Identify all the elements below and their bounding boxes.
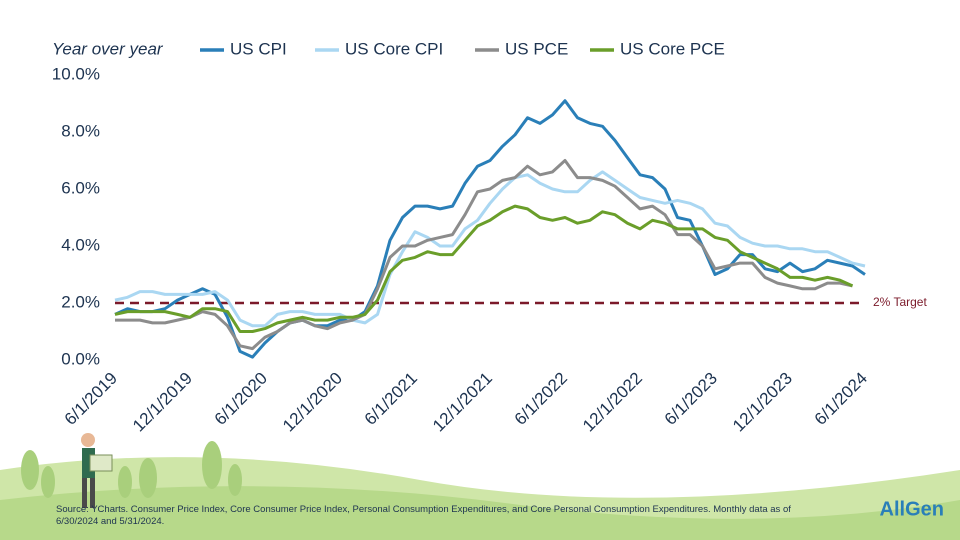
x-tick-label: 6/1/2020 (211, 369, 271, 429)
hiker (81, 433, 113, 508)
source-note: Source: YCharts. Consumer Price Index, C… (56, 504, 791, 527)
x-tick-label: 6/1/2023 (661, 369, 721, 429)
y-tick-label: 0.0% (61, 349, 100, 368)
y-tick-label: 4.0% (61, 235, 100, 254)
x-tick-label: 12/1/2020 (279, 369, 346, 436)
y-tick-label: 6.0% (61, 178, 100, 197)
legend-label: US Core CPI (345, 39, 443, 58)
series-line (114, 170, 866, 328)
y-tick-label: 10.0% (52, 64, 100, 83)
series-line (114, 204, 854, 333)
x-tick-label: 12/1/2019 (129, 369, 196, 436)
series-line (114, 99, 866, 359)
x-tick-label: 6/1/2022 (511, 369, 571, 429)
hill-front (0, 486, 960, 540)
x-tick-label: 12/1/2021 (429, 369, 496, 436)
x-tick-label: 6/1/2021 (361, 369, 421, 429)
y-tick-label: 2.0% (61, 292, 100, 311)
x-tick-label: 12/1/2022 (579, 369, 646, 436)
legend-label: US Core PCE (620, 39, 725, 58)
series-line (115, 159, 853, 351)
target-label: 2% Target (873, 295, 927, 309)
x-tick-label: 12/1/2023 (729, 369, 796, 436)
trees (21, 441, 242, 498)
legend-label: US PCE (505, 39, 568, 58)
legend-title: Year over year (52, 39, 164, 58)
y-tick-label: 8.0% (61, 121, 100, 140)
x-tick-label: 6/1/2019 (61, 369, 121, 429)
legend-label: US CPI (230, 39, 287, 58)
x-tick-label: 6/1/2024 (811, 369, 871, 429)
logo: AllGen (880, 498, 944, 520)
